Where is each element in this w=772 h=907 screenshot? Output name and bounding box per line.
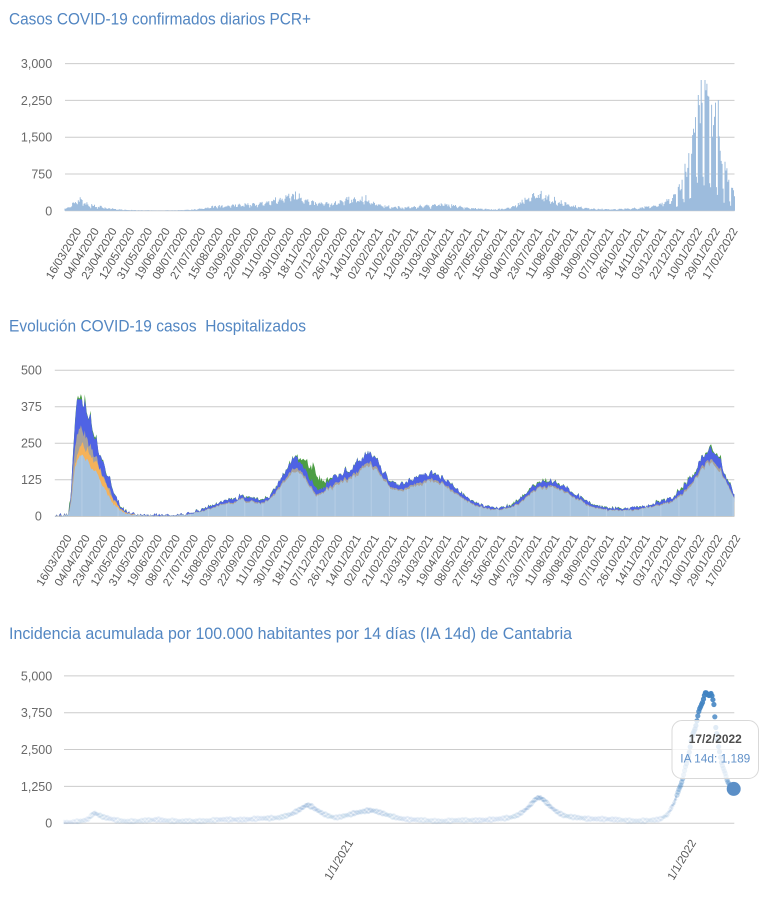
svg-text:17/2/2022: 17/2/2022 — [689, 734, 742, 746]
svg-text:2,250: 2,250 — [21, 94, 52, 108]
svg-text:3,750: 3,750 — [21, 706, 52, 720]
svg-text:3,000: 3,000 — [21, 57, 52, 71]
svg-text:1,500: 1,500 — [21, 131, 52, 145]
svg-text:Incidencia acumulada por 100.0: Incidencia acumulada por 100.000 habitan… — [9, 625, 573, 643]
svg-text:IA 14d: 1,189: IA 14d: 1,189 — [680, 751, 750, 765]
svg-text:1,250: 1,250 — [21, 780, 52, 794]
svg-text:0: 0 — [45, 204, 52, 218]
svg-text:0: 0 — [35, 510, 42, 524]
svg-text:125: 125 — [21, 473, 42, 487]
svg-text:Casos COVID-19 confirmados dia: Casos COVID-19 confirmados diarios PCR+ — [9, 11, 311, 29]
svg-text:5,000: 5,000 — [21, 669, 52, 683]
svg-text:500: 500 — [21, 364, 42, 378]
svg-text:375: 375 — [21, 400, 42, 414]
svg-text:750: 750 — [31, 168, 52, 182]
svg-text:Evolución COVID-19 casos Hosp: Evolución COVID-19 casos Hospitalizados — [9, 318, 306, 336]
svg-text:2,500: 2,500 — [21, 743, 52, 757]
svg-text:0: 0 — [45, 817, 52, 831]
svg-text:250: 250 — [21, 437, 42, 451]
